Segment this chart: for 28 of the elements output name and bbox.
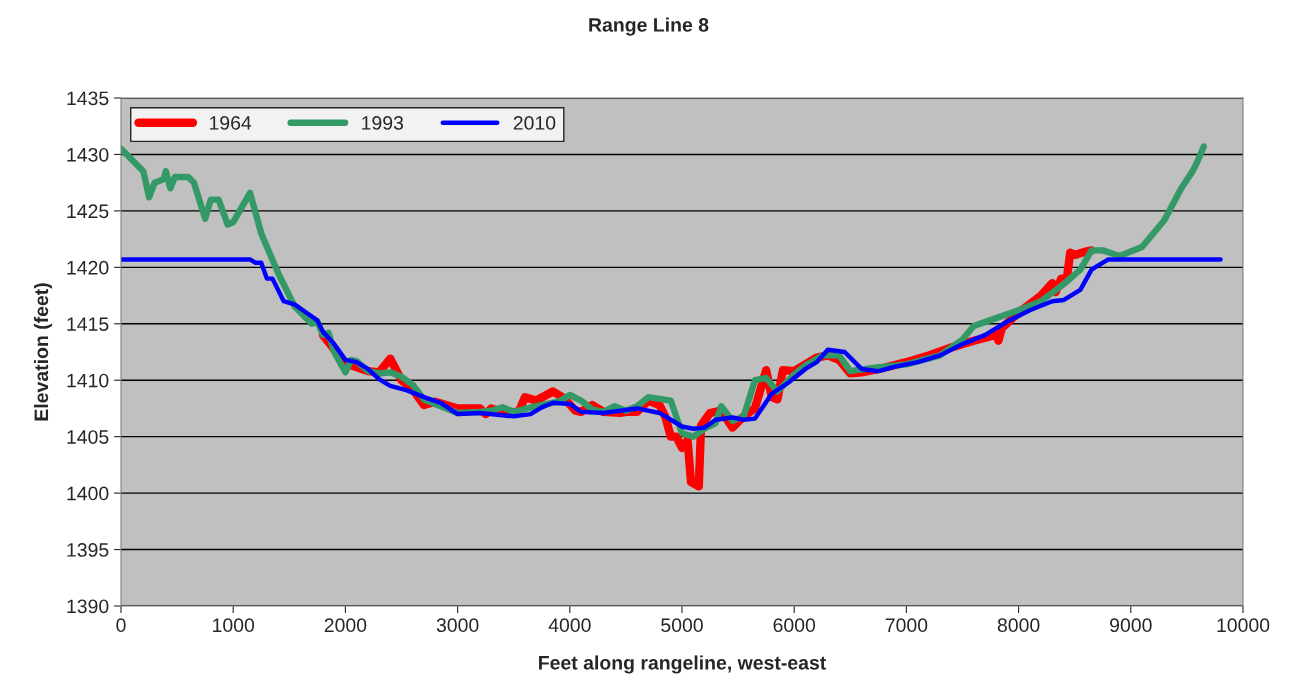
y-tick-label: 1400 xyxy=(67,486,109,501)
y-axis-title: Elevation (feet) xyxy=(33,283,53,421)
legend-label: 2010 xyxy=(513,116,556,130)
x-tick-label: 5000 xyxy=(661,618,703,633)
chart-title: Range Line 8 xyxy=(589,17,709,36)
y-tick-label: 1415 xyxy=(67,317,109,332)
x-tick-label: 6000 xyxy=(773,618,816,633)
y-tick-label: 1390 xyxy=(67,599,109,614)
x-tick-label: 4000 xyxy=(548,618,591,633)
y-tick-label: 1425 xyxy=(67,204,109,219)
x-tick-label: 1000 xyxy=(213,618,255,633)
y-tick-label: 1395 xyxy=(67,543,109,557)
x-tick-label: 2000 xyxy=(324,618,367,633)
y-tick-label: 1405 xyxy=(67,430,109,444)
y-tick-label: 1410 xyxy=(67,373,109,388)
line-series xyxy=(121,257,1223,431)
legend-label: 1993 xyxy=(362,116,404,130)
x-axis-title: Feet along rangeline, west-east xyxy=(539,655,827,674)
x-tick-label: 10000 xyxy=(1217,618,1270,633)
y-tick-label: 1435 xyxy=(67,91,109,106)
x-tick-label: 9000 xyxy=(1110,618,1152,633)
x-tick-label: 3000 xyxy=(436,618,479,633)
y-tick-label: 1420 xyxy=(67,260,109,275)
x-tick-label: 0 xyxy=(116,618,126,633)
y-tick-label: 1430 xyxy=(67,147,109,162)
x-tick-label: 8000 xyxy=(997,618,1040,633)
x-tick-label: 7000 xyxy=(885,618,928,633)
legend-label: 1964 xyxy=(209,116,252,130)
